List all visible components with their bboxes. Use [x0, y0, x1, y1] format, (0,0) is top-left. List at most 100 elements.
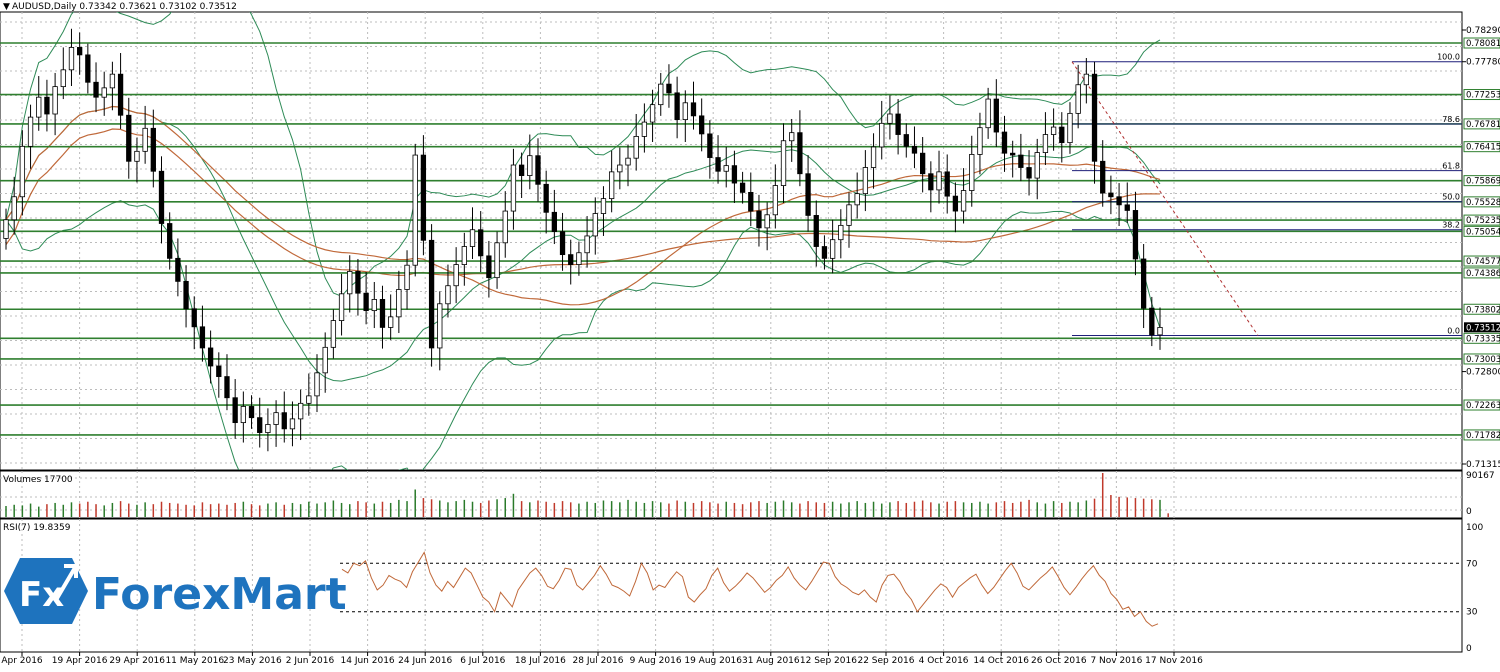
candle-body: [821, 246, 828, 259]
fibonacci-retracement: 100.0 78.6 61.8 50.0 38.2 0.0: [1071, 53, 1462, 337]
candle-body: [19, 145, 26, 198]
candle-body: [813, 215, 819, 247]
x-tick-label: 7 Nov 2016: [1090, 656, 1142, 666]
level-tag: [1463, 429, 1500, 441]
candle-body: [363, 292, 369, 312]
candle-body: [175, 257, 181, 282]
candle-body: [797, 132, 803, 175]
candle-body: [289, 418, 296, 430]
candle-body: [854, 193, 860, 206]
candle-body: [412, 154, 418, 266]
candle-body: [330, 320, 337, 348]
x-tick-label: 19 Aug 2016: [684, 656, 742, 666]
volume-title: Volumes 17700: [3, 475, 73, 485]
collapse-triangle-icon[interactable]: ▼: [3, 2, 10, 12]
candle-body: [911, 145, 918, 154]
candle-body: [731, 165, 738, 184]
candle-body: [1091, 73, 1098, 162]
candle-body: [739, 182, 746, 193]
candle-body: [1108, 192, 1114, 198]
candle-body: [224, 376, 230, 399]
candle-body: [658, 83, 664, 106]
candle-body: [117, 73, 124, 116]
x-tick-label: 29 Apr 2016: [109, 656, 165, 666]
level-label: 0.73003: [1466, 355, 1500, 365]
time-axis: Apr 2016 19 Apr 2016 29 Apr 2016 11 May 201…: [1, 652, 1203, 666]
x-tick-label: 6 Jul 2016: [460, 656, 505, 666]
candle-body: [240, 406, 246, 424]
candle-body: [617, 164, 623, 173]
candle-body: [674, 92, 680, 121]
candle-body: [469, 229, 476, 247]
candle-body: [633, 135, 639, 159]
x-tick-label: 4 Oct 2016: [919, 656, 969, 666]
fib-label: 50.0: [1442, 193, 1460, 202]
level-tag: [1463, 141, 1500, 153]
candle-body: [85, 54, 91, 83]
candle-body: [420, 154, 427, 241]
x-tick-label: 19 Apr 2016: [52, 656, 108, 666]
candle-body: [183, 280, 189, 310]
rsi-pane: [0, 518, 1463, 653]
x-tick-label: 26 Oct 2016: [1031, 656, 1087, 666]
candle-body: [641, 121, 648, 137]
candle-body: [428, 239, 435, 349]
candle-body: [453, 264, 459, 287]
x-tick-label: 14 Jun 2016: [341, 656, 395, 666]
candle-body: [1042, 134, 1049, 153]
candle-body: [461, 246, 467, 265]
candle-body: [510, 164, 517, 212]
rsi-y-label: 70: [1466, 559, 1478, 569]
rsi-y-label: 0: [1466, 644, 1472, 654]
level-label: 0.76415: [1466, 143, 1500, 153]
level-tag: [1463, 89, 1500, 101]
candle-body: [314, 372, 320, 397]
candle-body: [60, 69, 66, 88]
candle-body: [887, 113, 893, 124]
candle-body: [1050, 126, 1057, 135]
candle-body: [879, 122, 885, 148]
x-tick-label: 11 May 2016: [165, 656, 224, 666]
candle-body: [3, 219, 9, 239]
candle-body: [134, 150, 140, 162]
volume-y-label: 0: [1466, 507, 1472, 517]
candle-body: [936, 171, 942, 191]
candle-body: [829, 239, 836, 259]
bollinger-middle: [5, 106, 1161, 382]
candle-body: [445, 285, 451, 305]
level-tag: [1463, 196, 1500, 208]
candle-body: [625, 157, 631, 166]
candle-body: [52, 86, 58, 115]
x-tick-label: 17 Nov 2016: [1145, 656, 1203, 666]
candle-body: [199, 326, 206, 349]
candle-body: [281, 412, 287, 430]
current-price-tag: [1464, 322, 1500, 333]
rsi-line: [340, 551, 1462, 627]
x-tick-label: 22 Sep 2016: [857, 656, 914, 666]
x-tick-label: 14 Oct 2016: [973, 656, 1029, 666]
fib-label: 38.2: [1442, 221, 1460, 230]
level-tag: [1463, 225, 1500, 237]
candle-body: [1149, 307, 1155, 336]
candle-body: [1083, 73, 1089, 86]
x-tick-label: 9 Aug 2016: [630, 656, 682, 666]
candle-body: [248, 406, 255, 419]
vertical-grid: [21, 12, 1175, 652]
level-label: 0.75054: [1466, 227, 1500, 237]
level-label: 0.73335: [1466, 334, 1500, 344]
chart-title: AUDUSD,Daily 0.73342 0.73621 0.73102 0.7…: [12, 2, 237, 12]
candle-body: [576, 252, 582, 265]
candle-body: [232, 397, 238, 424]
candle-body: [77, 47, 83, 56]
x-tick-label: Apr 2016: [1, 656, 43, 666]
x-tick-label: 18 Jul 2016: [515, 656, 566, 666]
fib-label: 0.0: [1447, 327, 1460, 336]
candle-body: [142, 127, 148, 152]
candle-body: [44, 96, 50, 115]
candle-body: [944, 171, 950, 197]
level-label: 0.74577: [1466, 257, 1500, 267]
candle-body: [388, 316, 394, 328]
candle-body: [707, 133, 713, 158]
candle-body: [764, 214, 770, 229]
candle-body: [101, 87, 107, 98]
